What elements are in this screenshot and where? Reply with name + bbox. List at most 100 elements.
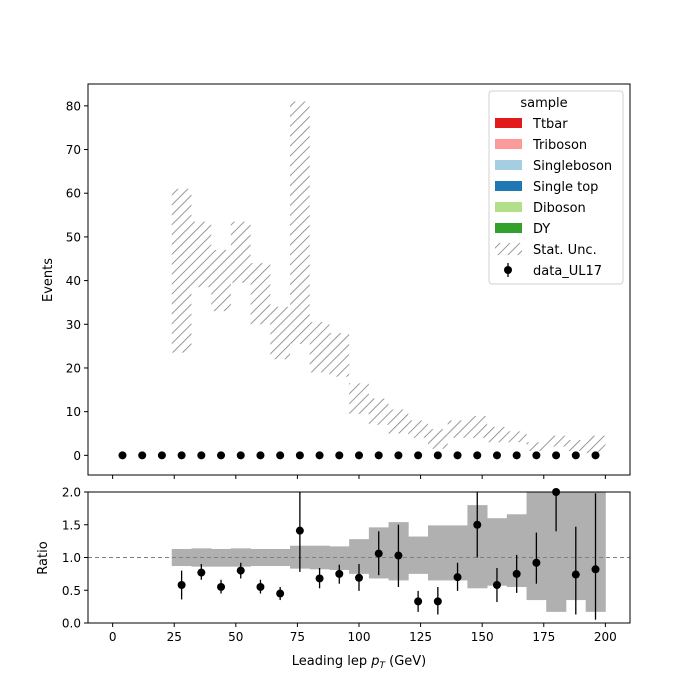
ratio-point-20 — [571, 570, 580, 579]
bottom-xtick-label-7: 175 — [532, 630, 555, 644]
stat-unc-bin-10 — [368, 398, 389, 425]
stat-unc-bin-18 — [526, 442, 547, 451]
ratio-unc-bin-17 — [506, 514, 527, 587]
bottom-ytick-label-0: 0.0 — [62, 617, 81, 631]
bottom-xtick-label-5: 125 — [409, 630, 432, 644]
ratio-points — [177, 488, 600, 620]
ratio-unc-bin-13 — [427, 525, 449, 581]
data-point-3 — [177, 451, 186, 460]
legend: sample Ttbar Triboson Singleboson Single top… — [488, 90, 624, 285]
ratio-unc-bin-14 — [447, 525, 468, 581]
ratio-unc-band — [171, 492, 606, 612]
ratio-point-14 — [453, 573, 462, 582]
data-point-7 — [256, 451, 265, 460]
top-ylabel: Events — [41, 258, 56, 302]
data-point-14 — [394, 451, 403, 460]
top-ytick-label-6: 60 — [66, 187, 81, 201]
top-ytick-label-1: 10 — [66, 405, 81, 419]
data-point-9 — [295, 451, 304, 460]
bottom-ytick-label-1: 0.5 — [62, 584, 81, 598]
stat-unc-bin-16 — [487, 426, 507, 443]
ratio-unc-bin-19 — [546, 492, 567, 612]
data-point-15 — [414, 451, 423, 460]
legend-label-1: Triboson — [532, 138, 587, 153]
data-point-21 — [532, 451, 541, 460]
bottom-xtick-label-4: 100 — [348, 630, 371, 644]
top-ytick-label-0: 0 — [73, 449, 81, 463]
stat-unc-bin-13 — [427, 429, 448, 449]
bottom-ytick-label-2: 1.0 — [62, 551, 81, 565]
stat-unc-bin-3 — [230, 221, 251, 283]
legend-swatch-6 — [495, 243, 522, 255]
legend-box — [488, 90, 624, 285]
bottom-xtick-label-6: 150 — [471, 630, 494, 644]
data-point-17 — [453, 451, 462, 460]
top-panel: 0 10 20 30 40 50 60 70 80 Events sample Ttbar Trib… — [41, 83, 631, 479]
stat-unc-bin-9 — [349, 383, 369, 414]
data-point-24 — [591, 451, 600, 460]
data-point-5 — [217, 451, 226, 460]
ratio-point-1 — [197, 568, 206, 577]
ratio-unc-bin-16 — [487, 518, 508, 586]
stat-unc-bin-5 — [270, 306, 291, 360]
ratio-unc-bin-8 — [329, 546, 350, 570]
ratio-point-7 — [315, 574, 324, 583]
data-points — [118, 451, 600, 460]
legend-label-5: DY — [533, 222, 550, 237]
bottom-xtick-label-2: 50 — [228, 630, 243, 644]
data-point-0 — [118, 451, 127, 460]
data-point-13 — [374, 451, 383, 460]
stat-unc-bin-1 — [191, 221, 212, 288]
ratio-point-15 — [473, 520, 482, 529]
ratio-point-0 — [177, 581, 186, 590]
top-ytick-label-4: 40 — [66, 274, 81, 288]
legend-label-4: Diboson — [533, 201, 586, 216]
ratio-point-6 — [295, 526, 304, 535]
stat-unc-bin-0 — [171, 188, 192, 353]
stat-unc-bin-7 — [309, 322, 330, 373]
ratio-point-10 — [374, 549, 383, 558]
ratio-point-5 — [276, 589, 285, 598]
x-axis-label-math: p — [370, 654, 379, 669]
bottom-ylabel: Ratio — [36, 541, 51, 574]
bottom-xtick-label-3: 75 — [290, 630, 305, 644]
ratio-unc-bin-3 — [230, 548, 251, 567]
stat-unc-bin-6 — [290, 101, 310, 344]
top-ytick-label-7: 70 — [66, 143, 81, 157]
ratio-point-11 — [394, 551, 403, 560]
data-point-22 — [552, 451, 561, 460]
ratio-point-2 — [217, 582, 226, 591]
legend-swatch-3 — [495, 181, 522, 191]
data-point-20 — [512, 451, 521, 460]
stat-unc-bin-19 — [546, 435, 566, 447]
stat-unc-bin-20 — [565, 440, 586, 451]
data-point-23 — [571, 451, 580, 460]
x-axis-label-sub: T — [379, 661, 386, 671]
bottom-y-axis: 0.0 0.5 1.0 1.5 2.0 — [62, 486, 88, 631]
legend-label-7: data_UL17 — [533, 264, 602, 279]
stat-unc-bin-11 — [388, 409, 409, 434]
bottom-ytick-label-3: 1.5 — [62, 518, 81, 532]
top-y-axis: 0 10 20 30 40 50 60 70 80 — [66, 99, 88, 463]
ratio-point-4 — [256, 582, 265, 591]
x-axis-label-main: Leading lep — [292, 654, 371, 669]
stat-unc-bin-2 — [211, 250, 231, 312]
bottom-xtick-label-0: 0 — [109, 630, 117, 644]
ratio-point-3 — [236, 566, 245, 575]
data-point-11 — [335, 451, 344, 460]
ratio-point-13 — [433, 597, 442, 606]
bottom-ytick-label-4: 2.0 — [62, 486, 81, 500]
ratio-unc-bin-9 — [349, 539, 370, 574]
legend-swatch-5 — [495, 223, 522, 233]
stat-unc-band — [171, 101, 606, 454]
stat-unc-bin-8 — [329, 333, 350, 377]
data-point-19 — [492, 451, 501, 460]
legend-label-6: Stat. Unc. — [533, 243, 597, 258]
top-ytick-label-3: 30 — [66, 318, 81, 332]
ratio-unc-bin-12 — [408, 536, 429, 574]
x-axis-label: Leading lep pT (GeV) — [292, 654, 426, 671]
legend-swatch-0 — [495, 118, 522, 128]
data-point-18 — [473, 451, 482, 460]
ratio-point-9 — [355, 573, 363, 582]
